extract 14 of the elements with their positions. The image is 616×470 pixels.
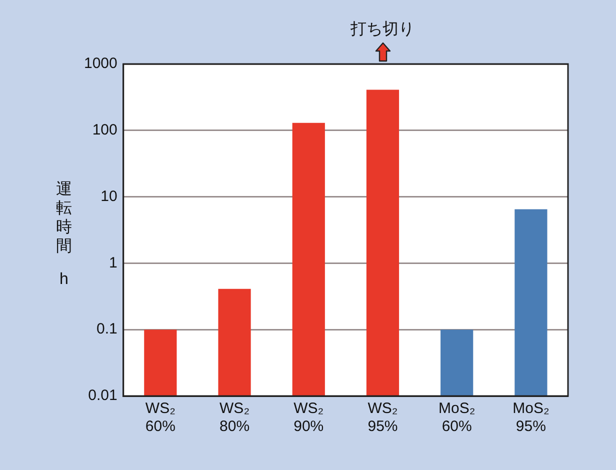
x-tick-label: MoS₂ 60% <box>438 400 476 436</box>
y-tick-label: 1 <box>109 254 118 272</box>
y-tick-label: 1000 <box>84 55 118 72</box>
y-tick-label: 100 <box>92 122 118 139</box>
text: 打ち切り <box>350 20 416 40</box>
x-tick-label: MoS₂ 95% <box>512 400 550 436</box>
y-tick-label: 0.1 <box>96 320 118 338</box>
y-axis-title: 運転時間 h <box>55 180 73 289</box>
y-tick-label: 10 <box>100 188 118 205</box>
x-tick-label: WS₂ 95% <box>368 400 398 436</box>
y-tick-label: 0.01 <box>88 387 118 404</box>
x-tick-label: WS₂ 60% <box>145 400 176 436</box>
x-tick-label: WS₂ 80% <box>220 400 250 436</box>
x-tick-label: WS₂ 90% <box>294 400 324 436</box>
